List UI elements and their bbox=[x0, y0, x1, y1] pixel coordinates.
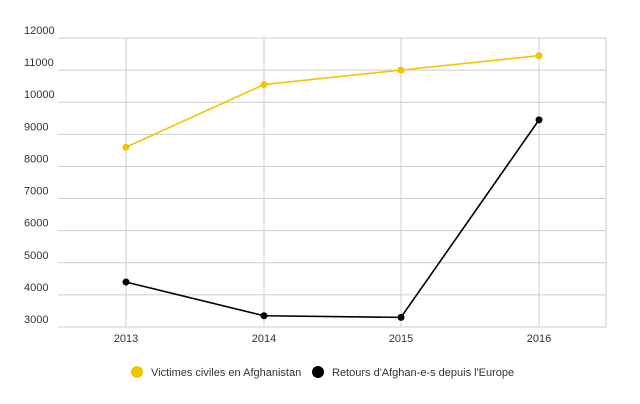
data-point bbox=[397, 66, 405, 74]
data-point bbox=[122, 143, 130, 151]
legend-label: Retours d'Afghan-e-s depuis l'Europe bbox=[332, 367, 514, 379]
data-point bbox=[535, 52, 543, 60]
x-tick-label: 2013 bbox=[114, 333, 138, 345]
legend-swatch bbox=[312, 366, 324, 378]
data-point bbox=[260, 81, 268, 89]
data-point bbox=[535, 116, 543, 124]
series bbox=[122, 52, 543, 321]
grid bbox=[58, 37, 607, 328]
x-tick-label: 2015 bbox=[389, 333, 413, 345]
y-tick-label: 3000 bbox=[24, 314, 48, 326]
series-line-2 bbox=[125, 119, 540, 319]
y-tick-label: 12000 bbox=[24, 25, 55, 37]
x-axis-ticks: 2013 2014 2015 2016 bbox=[114, 333, 551, 345]
y-tick-label: 11000 bbox=[24, 57, 54, 69]
series-line-1 bbox=[125, 54, 540, 148]
legend-label: Victimes civiles en Afghanistan bbox=[151, 367, 301, 379]
x-tick-label: 2016 bbox=[527, 333, 551, 345]
y-tick-label: 8000 bbox=[24, 153, 48, 165]
y-tick-label: 9000 bbox=[24, 121, 48, 133]
legend: Victimes civiles en Afghanistan Retours d… bbox=[131, 366, 514, 379]
legend-swatch bbox=[131, 366, 143, 378]
data-point bbox=[260, 312, 268, 320]
y-tick-label: 4000 bbox=[24, 282, 48, 294]
data-point bbox=[122, 278, 130, 286]
y-axis-ticks: 3000 4000 5000 6000 7000 8000 9000 10000 11000 12… bbox=[24, 25, 55, 326]
y-tick-label: 6000 bbox=[24, 218, 48, 230]
y-tick-label: 7000 bbox=[24, 186, 48, 198]
x-tick-label: 2014 bbox=[252, 333, 276, 345]
data-point bbox=[397, 313, 405, 321]
y-tick-label: 10000 bbox=[24, 89, 55, 101]
y-tick-label: 5000 bbox=[24, 250, 48, 262]
